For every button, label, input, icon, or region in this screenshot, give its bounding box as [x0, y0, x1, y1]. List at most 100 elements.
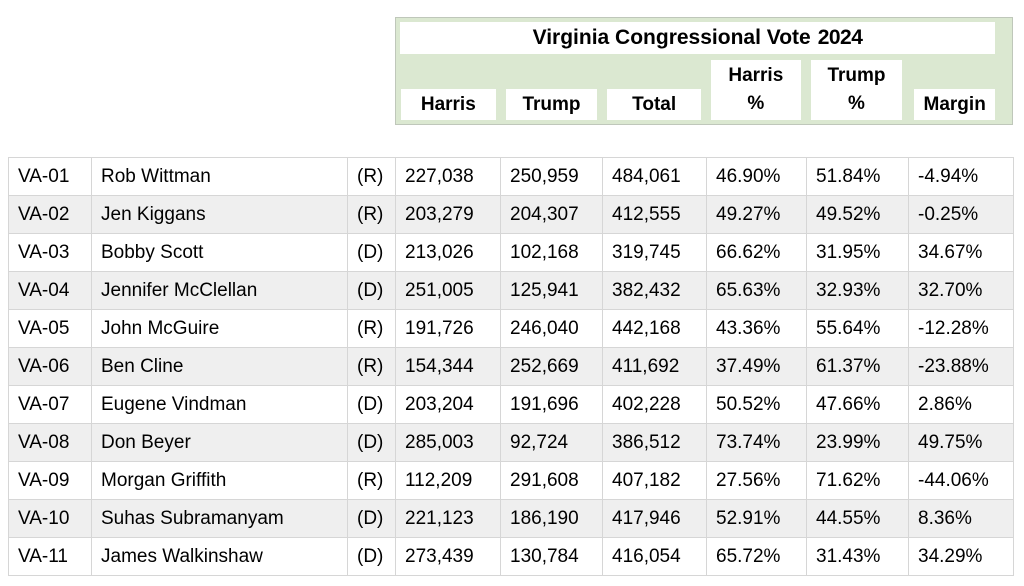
cell-party: (D)	[347, 537, 396, 576]
vote-table: VA-01 Rob Wittman (R) 227,038 250,959 484,061…	[8, 157, 1014, 576]
column-header: Trump	[501, 58, 603, 120]
table-title-year: 2024	[817, 26, 863, 49]
table-row: VA-10 Suhas Subramanyam (D) 221,123 186,190 4…	[8, 499, 1014, 538]
column-header-label: Harris	[401, 89, 496, 120]
cell-trump: 186,190	[500, 499, 603, 538]
cell-total: 417,946	[602, 499, 707, 538]
cell-margin: 49.75%	[908, 423, 1014, 462]
cell-district: VA-08	[8, 423, 92, 462]
table-row: VA-06 Ben Cline (R) 154,344 252,669 411,692 37…	[8, 347, 1014, 386]
cell-district: VA-05	[8, 309, 92, 348]
cell-harris_pct: 49.27%	[706, 195, 807, 234]
cell-name: Morgan Griffith	[91, 461, 348, 500]
cell-trump: 291,608	[500, 461, 603, 500]
cell-name: Jennifer McClellan	[91, 271, 348, 310]
table-title-text: Virginia Congressional Vote	[532, 26, 811, 49]
table-row: VA-07 Eugene Vindman (D) 203,204 191,696 402,…	[8, 385, 1014, 424]
cell-district: VA-04	[8, 271, 92, 310]
cell-margin: 32.70%	[908, 271, 1014, 310]
column-header-label: Total	[607, 89, 701, 120]
cell-margin: -44.06%	[908, 461, 1014, 500]
cell-trump_pct: 44.55%	[806, 499, 909, 538]
cell-harris: 285,003	[395, 423, 501, 462]
column-header: Margin	[907, 58, 1012, 120]
cell-harris_pct: 66.62%	[706, 233, 807, 272]
cell-district: VA-11	[8, 537, 92, 576]
cell-trump: 102,168	[500, 233, 603, 272]
cell-harris_pct: 37.49%	[706, 347, 807, 386]
cell-harris_pct: 65.72%	[706, 537, 807, 576]
cell-trump: 252,669	[500, 347, 603, 386]
cell-total: 412,555	[602, 195, 707, 234]
cell-margin: 34.67%	[908, 233, 1014, 272]
cell-district: VA-09	[8, 461, 92, 500]
cell-margin: -12.28%	[908, 309, 1014, 348]
cell-trump: 125,941	[500, 271, 603, 310]
cell-name: Don Beyer	[91, 423, 348, 462]
cell-harris_pct: 65.63%	[706, 271, 807, 310]
cell-harris_pct: 27.56%	[706, 461, 807, 500]
cell-district: VA-01	[8, 157, 92, 196]
cell-district: VA-03	[8, 233, 92, 272]
table-row: VA-03 Bobby Scott (D) 213,026 102,168 319,745…	[8, 233, 1014, 272]
cell-name: Jen Kiggans	[91, 195, 348, 234]
cell-harris_pct: 73.74%	[706, 423, 807, 462]
column-header-label: Margin	[914, 89, 995, 120]
cell-trump_pct: 55.64%	[806, 309, 909, 348]
cell-harris: 213,026	[395, 233, 501, 272]
cell-party: (D)	[347, 385, 396, 424]
vote-table-body: VA-01 Rob Wittman (R) 227,038 250,959 484,061…	[8, 157, 1014, 576]
cell-total: 319,745	[602, 233, 707, 272]
column-header: Trump%	[806, 58, 908, 120]
cell-name: Ben Cline	[91, 347, 348, 386]
cell-total: 416,054	[602, 537, 707, 576]
cell-party: (R)	[347, 309, 396, 348]
cell-total: 442,168	[602, 309, 707, 348]
cell-trump: 204,307	[500, 195, 603, 234]
cell-party: (R)	[347, 461, 396, 500]
cell-name: John McGuire	[91, 309, 348, 348]
cell-trump_pct: 49.52%	[806, 195, 909, 234]
cell-party: (R)	[347, 157, 396, 196]
cell-total: 407,182	[602, 461, 707, 500]
cell-total: 386,512	[602, 423, 707, 462]
cell-total: 382,432	[602, 271, 707, 310]
cell-harris: 251,005	[395, 271, 501, 310]
cell-harris_pct: 46.90%	[706, 157, 807, 196]
table-row: VA-11 James Walkinshaw (D) 273,439 130,784 41…	[8, 537, 1014, 576]
table-row: VA-01 Rob Wittman (R) 227,038 250,959 484,061…	[8, 157, 1014, 196]
cell-harris: 227,038	[395, 157, 501, 196]
cell-district: VA-07	[8, 385, 92, 424]
cell-trump: 92,724	[500, 423, 603, 462]
cell-name: Eugene Vindman	[91, 385, 348, 424]
cell-harris: 203,279	[395, 195, 501, 234]
cell-trump: 250,959	[500, 157, 603, 196]
cell-trump: 246,040	[500, 309, 603, 348]
cell-trump_pct: 31.43%	[806, 537, 909, 576]
table-row: VA-09 Morgan Griffith (R) 112,209 291,608 407…	[8, 461, 1014, 500]
table-row: VA-05 John McGuire (R) 191,726 246,040 442,16…	[8, 309, 1014, 348]
column-header: Harris	[396, 58, 501, 120]
cell-margin: -4.94%	[908, 157, 1014, 196]
cell-harris: 154,344	[395, 347, 501, 386]
cell-name: Rob Wittman	[91, 157, 348, 196]
cell-district: VA-02	[8, 195, 92, 234]
cell-district: VA-10	[8, 499, 92, 538]
cell-margin: 34.29%	[908, 537, 1014, 576]
cell-district: VA-06	[8, 347, 92, 386]
cell-party: (R)	[347, 195, 396, 234]
cell-margin: -23.88%	[908, 347, 1014, 386]
cell-total: 411,692	[602, 347, 707, 386]
cell-harris: 112,209	[395, 461, 501, 500]
cell-trump: 130,784	[500, 537, 603, 576]
column-header: Harris%	[706, 58, 806, 120]
column-header: Total	[602, 58, 706, 120]
cell-margin: 2.86%	[908, 385, 1014, 424]
cell-party: (D)	[347, 499, 396, 538]
cell-party: (D)	[347, 271, 396, 310]
cell-margin: -0.25%	[908, 195, 1014, 234]
cell-harris_pct: 43.36%	[706, 309, 807, 348]
cell-margin: 8.36%	[908, 499, 1014, 538]
cell-trump_pct: 71.62%	[806, 461, 909, 500]
